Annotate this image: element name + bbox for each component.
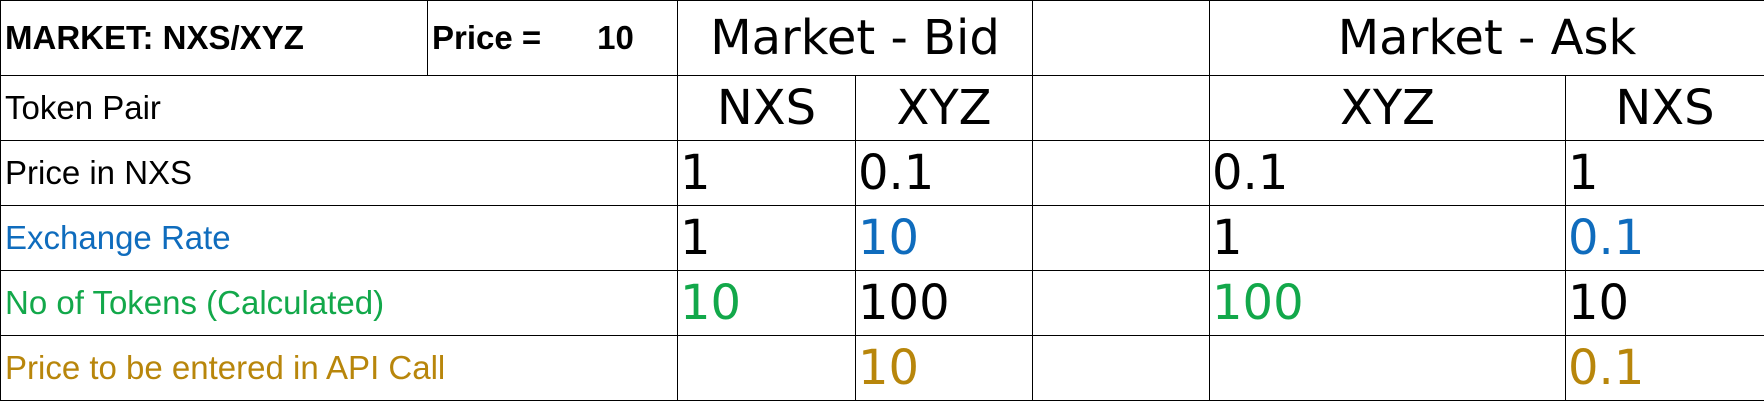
price-cell[interactable]: Price = 10 (427, 0, 678, 76)
ask-rate-1[interactable]: 1 (1209, 205, 1567, 271)
ask-tokens-2[interactable]: 10 (1565, 270, 1764, 336)
spacer-cell[interactable] (1032, 270, 1211, 336)
ask-token-2[interactable]: NXS (1565, 75, 1764, 141)
market-ask-title[interactable]: Market - Ask (1209, 0, 1764, 76)
price-in-nxs-row: Price in NXS 1 0.1 0.1 1 (0, 140, 1764, 206)
api-price-label[interactable]: Price to be entered in API Call (0, 335, 678, 401)
market-bid-title[interactable]: Market - Bid (676, 0, 1034, 76)
bid-api-1[interactable] (677, 335, 856, 401)
ask-tokens-1[interactable]: 100 (1209, 270, 1567, 336)
bid-tokens-1[interactable]: 10 (677, 270, 856, 336)
ask-api-2[interactable]: 0.1 (1565, 335, 1764, 401)
exchange-rate-label[interactable]: Exchange Rate (0, 205, 678, 271)
price-label: Price = (432, 19, 542, 56)
no-of-tokens-row: No of Tokens (Calculated) 10 100 100 10 (0, 270, 1764, 336)
bid-token-2[interactable]: XYZ (854, 75, 1034, 141)
token-pair-row: Token Pair NXS XYZ XYZ NXS (0, 75, 1764, 141)
spacer-cell[interactable] (1032, 335, 1211, 401)
token-pair-label[interactable]: Token Pair (0, 75, 678, 141)
bid-price-2[interactable]: 0.1 (854, 140, 1034, 206)
market-table: MARKET: NXS/XYZ Price = 10 Market - Bid M… (0, 0, 1764, 401)
bid-price-1[interactable]: 1 (677, 140, 856, 206)
ask-price-1[interactable]: 0.1 (1209, 140, 1567, 206)
header-row: MARKET: NXS/XYZ Price = 10 Market - Bid M… (0, 0, 1764, 76)
ask-price-2[interactable]: 1 (1565, 140, 1764, 206)
price-value: 10 (597, 19, 634, 56)
no-of-tokens-label[interactable]: No of Tokens (Calculated) (0, 270, 678, 336)
ask-rate-2[interactable]: 0.1 (1565, 205, 1764, 271)
exchange-rate-row: Exchange Rate 1 10 1 0.1 (0, 205, 1764, 271)
spacer-cell[interactable] (1032, 140, 1211, 206)
market-pair-cell[interactable]: MARKET: NXS/XYZ (0, 0, 428, 76)
bid-tokens-2[interactable]: 100 (854, 270, 1034, 336)
spacer-cell[interactable] (1032, 0, 1211, 76)
ask-api-1[interactable] (1209, 335, 1567, 401)
spacer-cell[interactable] (1032, 205, 1211, 271)
ask-token-1[interactable]: XYZ (1209, 75, 1567, 141)
bid-api-2[interactable]: 10 (854, 335, 1034, 401)
price-in-nxs-label[interactable]: Price in NXS (0, 140, 678, 206)
bid-rate-2[interactable]: 10 (854, 205, 1034, 271)
api-price-row: Price to be entered in API Call 10 0.1 (0, 335, 1764, 401)
bid-rate-1[interactable]: 1 (677, 205, 856, 271)
spacer-cell[interactable] (1032, 75, 1211, 141)
bid-token-1[interactable]: NXS (677, 75, 856, 141)
